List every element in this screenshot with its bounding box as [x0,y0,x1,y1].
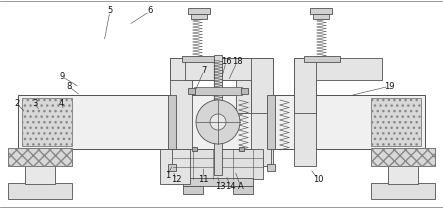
Circle shape [210,114,226,130]
Text: 19: 19 [384,82,394,91]
Bar [294,58,316,166]
Bar [294,58,382,80]
Text: 3: 3 [33,99,38,109]
Bar [168,164,176,171]
Bar [185,58,273,80]
Bar [251,58,273,113]
Bar [251,58,273,166]
Bar [294,58,316,113]
Bar [8,148,72,166]
Bar [313,14,329,19]
Bar [183,186,203,194]
Bar [168,95,176,149]
Bar [214,55,222,175]
Text: 4: 4 [58,99,64,109]
Circle shape [196,100,240,144]
Text: 10: 10 [313,175,323,184]
Bar [160,149,190,184]
Bar [239,147,244,151]
Bar [8,148,72,166]
Bar [188,88,195,94]
Bar [371,148,435,166]
Bar [173,149,263,179]
Bar [22,98,72,146]
Text: 13: 13 [215,182,226,191]
Bar [310,8,332,14]
Bar [188,8,210,14]
Bar [267,164,275,171]
Text: 6: 6 [147,6,152,15]
Bar [182,56,218,62]
Text: A: A [238,182,243,191]
Bar [170,58,258,80]
Bar [191,14,207,19]
Bar [236,58,258,113]
Bar [371,183,435,199]
Bar [25,165,55,184]
Bar [371,98,421,146]
Text: 9: 9 [59,72,65,81]
Text: 12: 12 [171,175,182,184]
Text: 18: 18 [232,57,242,67]
Bar [304,56,340,62]
Bar [170,58,192,166]
Text: 16: 16 [221,57,231,67]
Bar [371,148,435,166]
Bar [183,178,253,186]
Bar [192,147,197,151]
Text: 2: 2 [14,99,19,109]
Bar [267,95,275,149]
Bar [233,186,253,194]
Text: 1: 1 [165,171,170,180]
Bar [8,183,72,199]
Bar [388,165,418,184]
Bar [22,98,72,146]
Text: 5: 5 [107,6,113,15]
Bar [194,87,242,95]
Bar [241,88,248,94]
Bar [18,95,425,149]
Bar [371,98,421,146]
Text: 11: 11 [198,175,208,184]
Text: 14: 14 [225,182,236,191]
Text: 7: 7 [201,66,206,75]
Text: 8: 8 [66,82,71,91]
